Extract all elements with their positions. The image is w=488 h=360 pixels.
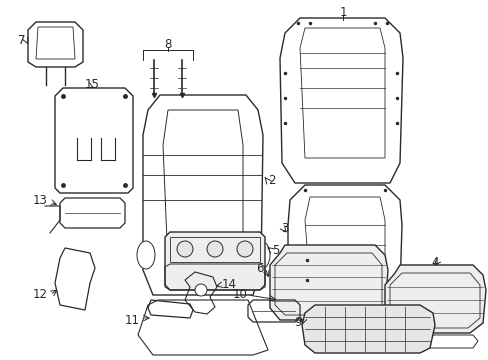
Circle shape: [237, 241, 252, 257]
Text: 1: 1: [339, 5, 346, 18]
Polygon shape: [164, 232, 264, 290]
Text: 4: 4: [430, 256, 438, 269]
Ellipse shape: [137, 241, 155, 269]
Text: 7: 7: [18, 33, 26, 46]
Text: 15: 15: [84, 77, 99, 90]
Circle shape: [206, 241, 223, 257]
Text: 6: 6: [256, 261, 264, 274]
Polygon shape: [384, 265, 485, 333]
Text: 10: 10: [233, 288, 247, 302]
Text: 13: 13: [33, 194, 48, 207]
Polygon shape: [269, 245, 387, 320]
Text: 9: 9: [294, 315, 302, 328]
Polygon shape: [302, 305, 434, 353]
Text: 14: 14: [222, 279, 237, 292]
Text: 12: 12: [33, 288, 48, 302]
Circle shape: [195, 284, 206, 296]
Circle shape: [177, 241, 193, 257]
Text: 11: 11: [125, 314, 140, 327]
Text: 5: 5: [271, 243, 279, 257]
Ellipse shape: [251, 241, 269, 269]
Text: 8: 8: [164, 37, 171, 50]
Text: 2: 2: [267, 174, 275, 186]
Text: 3: 3: [281, 221, 288, 234]
